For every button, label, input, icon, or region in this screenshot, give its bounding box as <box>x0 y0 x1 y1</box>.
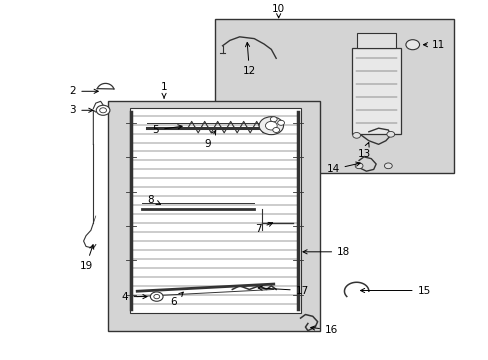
Bar <box>356 33 395 48</box>
Text: 19: 19 <box>79 245 94 271</box>
Circle shape <box>405 40 419 50</box>
Bar <box>130 108 300 313</box>
Text: 8: 8 <box>147 195 160 205</box>
Text: 9: 9 <box>204 130 215 149</box>
Text: 7: 7 <box>254 222 272 234</box>
Text: 5: 5 <box>152 125 182 135</box>
Bar <box>351 48 400 134</box>
Text: 11: 11 <box>423 40 445 50</box>
Circle shape <box>100 108 106 113</box>
Circle shape <box>265 121 277 130</box>
Circle shape <box>96 105 110 115</box>
Text: 1: 1 <box>161 82 167 98</box>
Text: 17: 17 <box>258 285 308 296</box>
Text: 18: 18 <box>303 247 350 257</box>
Text: 16: 16 <box>310 325 338 335</box>
Circle shape <box>386 131 394 137</box>
Circle shape <box>277 120 284 125</box>
Text: 2: 2 <box>69 86 98 96</box>
Circle shape <box>384 163 391 169</box>
Text: 10: 10 <box>271 4 285 18</box>
Text: 3: 3 <box>69 105 93 115</box>
Bar <box>215 19 453 173</box>
Text: 14: 14 <box>325 162 360 174</box>
Circle shape <box>354 163 362 169</box>
Circle shape <box>352 132 360 138</box>
Circle shape <box>270 117 277 122</box>
Text: 4: 4 <box>122 292 147 302</box>
Circle shape <box>150 292 163 301</box>
Text: 15: 15 <box>360 285 430 296</box>
Bar <box>108 101 320 330</box>
Text: 13: 13 <box>357 143 370 159</box>
Circle shape <box>259 117 283 135</box>
Text: 6: 6 <box>170 292 183 307</box>
Circle shape <box>154 294 159 299</box>
Circle shape <box>272 127 279 132</box>
Text: 12: 12 <box>242 42 256 76</box>
